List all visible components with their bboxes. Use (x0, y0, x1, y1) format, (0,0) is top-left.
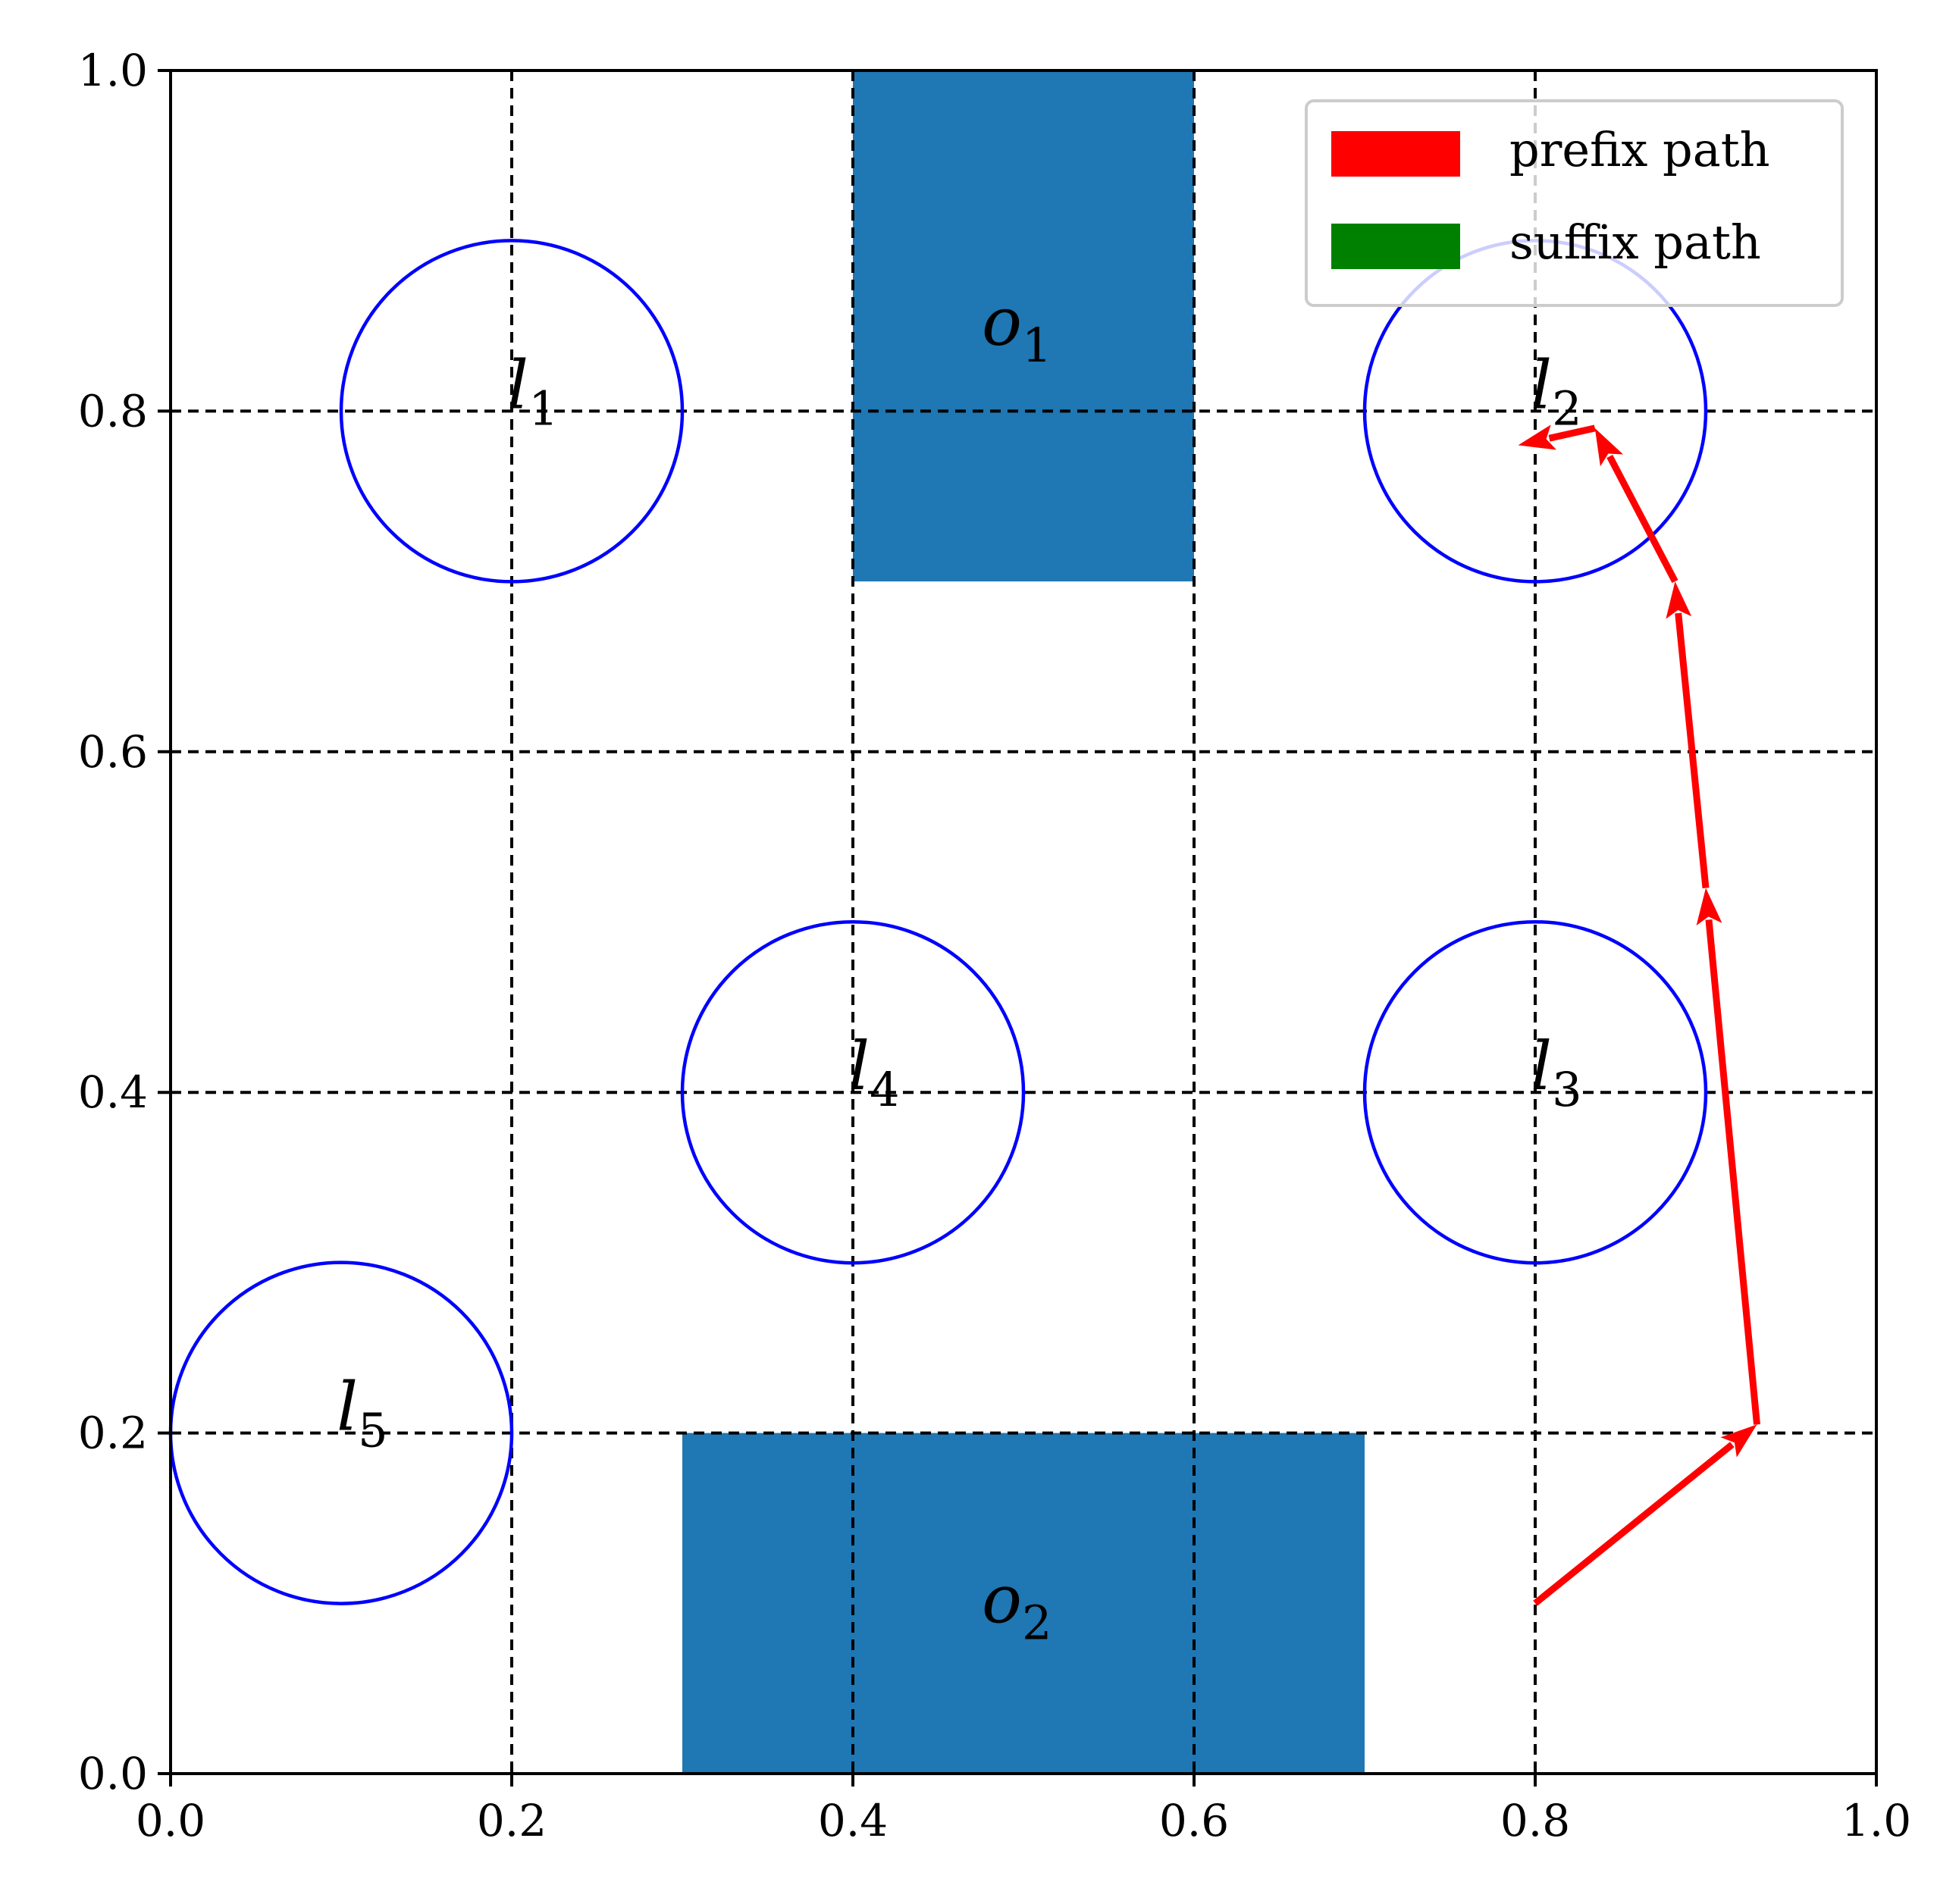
region-label-3: l3 (1531, 1027, 1582, 1117)
grid-layer (171, 70, 1876, 1774)
path-arrowhead (1518, 424, 1557, 450)
region-label-1: l1 (507, 346, 559, 436)
region-circle-1 (339, 239, 685, 584)
x-tick-label: 0.8 (1500, 1795, 1570, 1846)
path-layer (1518, 424, 1760, 1606)
legend-swatch (1331, 131, 1460, 177)
region-label-5: l5 (337, 1368, 388, 1458)
y-tick-label: 0.2 (78, 1408, 148, 1459)
y-tick-label: 0.0 (78, 1748, 148, 1799)
path-segment (1548, 424, 1596, 442)
path-arrowhead (1720, 1424, 1757, 1458)
obstacles-layer (682, 70, 1365, 1774)
x-tick-label: 0.4 (818, 1795, 888, 1846)
region-label-2: l2 (1531, 346, 1582, 436)
x-tick-label: 0.6 (1159, 1795, 1229, 1846)
path-segment (1705, 919, 1760, 1425)
x-tick-label: 0.2 (477, 1795, 547, 1846)
path-arrowhead (1666, 581, 1692, 619)
region-circle-4 (680, 919, 1026, 1265)
y-tick-label: 0.6 (78, 726, 148, 778)
legend-layer: prefix path suffix path (1305, 99, 1844, 307)
path-arrowhead (1696, 888, 1722, 925)
path-arrowhead (1594, 427, 1624, 467)
legend-label: prefix path (1509, 122, 1770, 177)
region-label-4: l4 (848, 1027, 900, 1117)
axes-layer: 0.0 0.2 0.4 0.6 0.8 1.0 0.0 0.2 0.4 0.6 0.8 1.0 (78, 45, 1911, 1846)
path-segment (1675, 612, 1710, 889)
legend-swatch (1331, 224, 1460, 269)
axes-frame (169, 69, 1878, 1775)
x-tick-label: 0.0 (136, 1795, 205, 1846)
y-tick-label: 1.0 (78, 45, 148, 96)
x-tick-label: 1.0 (1841, 1795, 1911, 1846)
path-segment (1606, 455, 1678, 584)
y-tick-label: 0.4 (78, 1066, 148, 1118)
legend-label: suffix path (1509, 215, 1761, 270)
obstacle-rect-2 (682, 1433, 1365, 1774)
path-segment (1533, 1442, 1735, 1606)
obstacle-rect-1 (853, 70, 1194, 582)
region-circle-3 (1362, 919, 1708, 1265)
y-tick-label: 0.8 (78, 385, 148, 437)
